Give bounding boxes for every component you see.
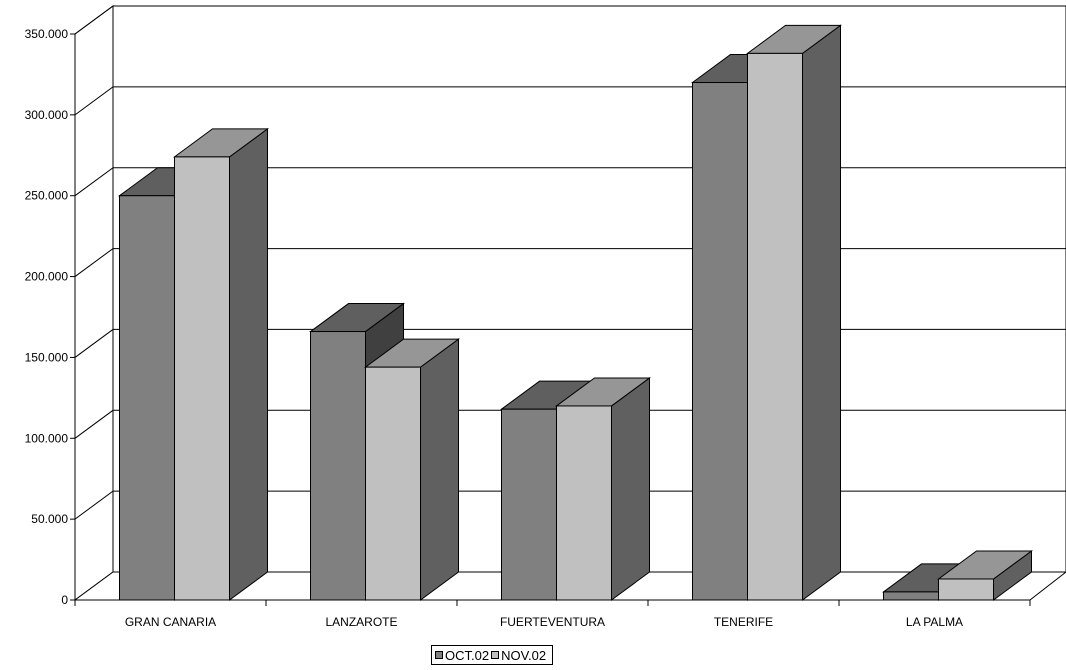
bar-nov-02-lanzarote bbox=[363, 338, 461, 601]
legend-label-oct: OCT.02 bbox=[445, 647, 490, 663]
legend-item-oct: OCT.02 bbox=[435, 648, 489, 663]
legend: OCT.02 NOV.02 bbox=[431, 645, 554, 665]
y-tick-label: 300.000 bbox=[25, 108, 69, 122]
bar-front bbox=[883, 591, 939, 601]
y-tick-label: 200.000 bbox=[25, 270, 69, 284]
y-tick-label: 100.000 bbox=[25, 431, 69, 445]
bar-front bbox=[310, 331, 366, 601]
side-wall bbox=[74, 5, 114, 601]
bar-front bbox=[365, 366, 421, 601]
y-tick-label: 150.000 bbox=[25, 350, 69, 364]
y-tick-labels: 0 50.000 100.000 150.000 200.000 250.000 300.0… bbox=[25, 27, 69, 607]
x-tick-label: LA PALMA bbox=[906, 615, 963, 629]
y-tick-label: 350.000 bbox=[25, 27, 69, 41]
legend-swatch-nov bbox=[491, 651, 500, 659]
bar-nov-02-la-palma bbox=[936, 549, 1034, 601]
axes bbox=[70, 33, 1031, 606]
bar-side bbox=[229, 127, 268, 601]
legend-item-nov: NOV.02 bbox=[491, 648, 546, 663]
bar-front bbox=[692, 82, 748, 601]
y-tick-label: 0 bbox=[61, 593, 68, 607]
bar-front bbox=[747, 52, 803, 601]
bar-front bbox=[174, 156, 230, 601]
bar-nov-02-fuerteventura bbox=[554, 376, 652, 601]
bar-nov-02-tenerife bbox=[745, 24, 843, 601]
bar-front bbox=[501, 408, 557, 601]
bar-side bbox=[802, 24, 841, 601]
x-tick-label: GRAN CANARIA bbox=[125, 615, 216, 629]
x-tick-label: TENERIFE bbox=[714, 615, 773, 629]
bar-front bbox=[556, 405, 612, 601]
y-tick-label: 50.000 bbox=[31, 512, 68, 526]
bar-nov-02-gran-canaria bbox=[172, 127, 270, 601]
x-tick-label: LANZAROTE bbox=[325, 615, 397, 629]
bar-front bbox=[938, 578, 994, 601]
legend-swatch-oct bbox=[435, 651, 443, 659]
bar-side bbox=[611, 376, 650, 601]
bar-side bbox=[420, 338, 459, 601]
x-tick-label: FUERTEVENTURA bbox=[500, 615, 605, 629]
gridline bbox=[74, 5, 1066, 35]
y-tick-label: 250.000 bbox=[25, 189, 69, 203]
legend-label-nov: NOV.02 bbox=[501, 647, 547, 663]
x-tick-labels: GRAN CANARIA LANZAROTE FUERTEVENTURA TENERI… bbox=[125, 615, 963, 629]
bar-front bbox=[119, 195, 175, 601]
bars bbox=[117, 24, 1034, 601]
